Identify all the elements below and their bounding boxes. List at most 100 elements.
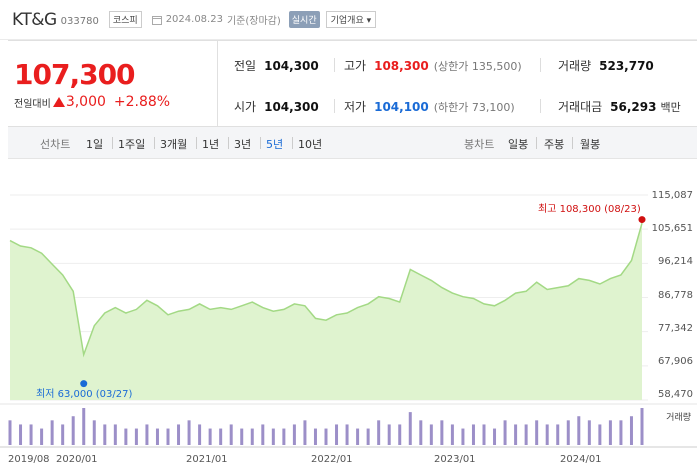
volume-bar [155, 428, 159, 445]
stock-code: 033780 [60, 16, 99, 27]
lower-limit: (하한가 73,100) [433, 101, 515, 114]
current-price: 107,300 [14, 58, 136, 91]
volume-bar [577, 416, 581, 445]
volume-bar [240, 428, 244, 445]
divider [334, 99, 335, 113]
volume-bar [514, 424, 518, 445]
volume-bar [429, 424, 433, 445]
volume-bar [134, 428, 138, 445]
min-point-marker [80, 380, 88, 388]
volume-bar [419, 420, 423, 445]
volume-bar [113, 424, 117, 445]
price-chart[interactable]: 115,087 105,651 96,214 86,778 77,342 67,… [0, 180, 697, 470]
range-1y[interactable]: 1년 [202, 138, 220, 151]
volume-bar [166, 428, 170, 445]
x-tick-label: 2023/01 [434, 454, 476, 465]
volume-bar [92, 420, 96, 445]
quote-date: 2024.08.23 [165, 14, 223, 25]
price-area [10, 223, 642, 400]
range-1d[interactable]: 1일 [86, 138, 104, 151]
volume-bar [461, 428, 465, 445]
divider [540, 99, 541, 113]
realtime-button[interactable]: 실시간 [288, 11, 320, 28]
change-rate: +2.88% [113, 94, 171, 110]
volume-bar [640, 408, 644, 445]
volume-bar [187, 420, 191, 445]
volume-bar [198, 424, 202, 445]
volume-value: 523,770 [599, 59, 654, 73]
max-price-annotation: 최고 108,300 (08/23) [538, 204, 641, 215]
amount-value: 56,293 [610, 100, 657, 114]
candle-chart-label: 봉차트 [464, 138, 495, 151]
divider [572, 137, 573, 149]
volume-bar [356, 428, 360, 445]
volume-bar [345, 424, 349, 445]
amount-label: 거래대금 [558, 100, 603, 114]
divider [540, 58, 541, 72]
candle-daily[interactable]: 일봉 [508, 138, 529, 151]
line-chart-label: 선차트 [40, 138, 71, 151]
divider [228, 137, 229, 149]
volume-bar [503, 420, 507, 445]
candle-weekly[interactable]: 주봉 [544, 138, 565, 151]
range-1w[interactable]: 1주일 [118, 138, 146, 151]
volume-bar [408, 412, 412, 445]
y-tick-label: 86,778 [658, 290, 693, 301]
low-label: 저가 [344, 100, 367, 114]
volume-bar [50, 420, 54, 445]
volume-bar [566, 420, 570, 445]
divider [196, 137, 197, 149]
change-amount: 3,000 [65, 94, 106, 110]
volume-bar [8, 420, 12, 445]
date-group: 2024.08.23 기준(장마감) [151, 12, 281, 27]
price-change: 전일대비 3,000 +2.88% [14, 94, 170, 110]
volume-bar [387, 424, 391, 445]
divider [154, 137, 155, 149]
volume-bar [587, 420, 591, 445]
open-label: 시가 [234, 100, 257, 114]
volume-bar [335, 424, 339, 445]
market-badge: 코스피 [108, 11, 142, 28]
volume-bar [545, 424, 549, 445]
volume-bar [608, 420, 612, 445]
volume-bar [598, 424, 602, 445]
volume-bar [629, 416, 633, 445]
max-point-marker [638, 216, 646, 224]
volume-bar [524, 424, 528, 445]
volume-cell: 거래량 523,770 [558, 57, 654, 74]
y-tick-label: 77,342 [658, 323, 693, 334]
volume-bar [303, 420, 307, 445]
min-price-annotation: 최저 63,000 (03/27) [36, 389, 133, 400]
volume-bar [103, 424, 107, 445]
range-3m[interactable]: 3개월 [160, 138, 188, 151]
prev-close-cell: 전일 104,300 [234, 57, 319, 74]
volume-bar [229, 424, 233, 445]
price-summary: 107,300 전일대비 3,000 +2.88% 전일 104,300 고가 … [8, 40, 697, 128]
divider [292, 137, 293, 149]
range-10y[interactable]: 10년 [298, 138, 323, 151]
volume-bar [219, 428, 223, 445]
divider [334, 58, 335, 72]
divider [260, 137, 261, 149]
volume-bar [124, 428, 128, 445]
volume-bar [556, 424, 560, 445]
amount-cell: 거래대금 56,293 백만 [558, 98, 681, 115]
volume-bar [261, 424, 265, 445]
volume-bar [471, 424, 475, 445]
y-tick-label: 96,214 [658, 256, 693, 267]
high-value: 108,300 [374, 59, 429, 73]
candle-monthly[interactable]: 월봉 [580, 138, 601, 151]
range-5y[interactable]: 5년 [266, 138, 284, 151]
calendar-icon [151, 15, 162, 25]
company-overview-button[interactable]: 기업개요 ▾ [325, 11, 377, 28]
volume-bar [324, 428, 328, 445]
stock-name: KT&G [12, 9, 57, 30]
y-tick-label: 115,087 [651, 190, 693, 201]
volume-bar [493, 428, 497, 445]
volume-bar [250, 428, 254, 445]
volume-bar [271, 428, 275, 445]
x-tick-label: 2024/01 [560, 454, 602, 465]
x-tick-label: 2021/01 [186, 454, 228, 465]
range-3y[interactable]: 3년 [234, 138, 252, 151]
price-line [9, 222, 643, 358]
